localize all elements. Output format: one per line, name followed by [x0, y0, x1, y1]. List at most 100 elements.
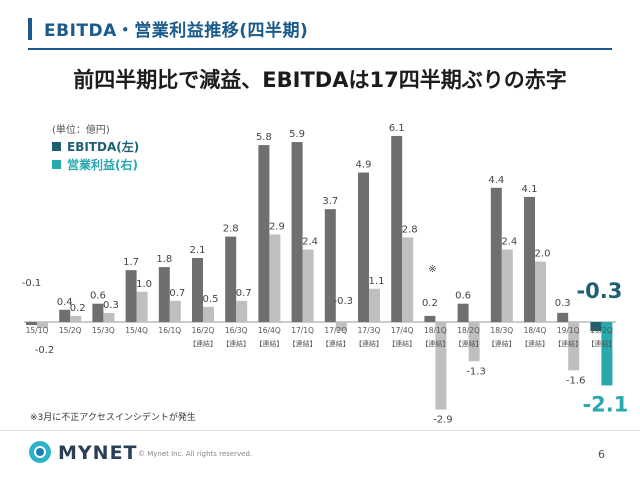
tick-label: 16/4Q — [258, 326, 281, 335]
bar-ebitda — [324, 209, 336, 322]
bar-operating-profit — [203, 306, 214, 322]
bar-ebitda — [26, 322, 37, 326]
data-label-ebitda: 1.8 — [156, 254, 172, 265]
tick-label: 15/2Q — [59, 326, 82, 335]
data-label-ebitda: 2.1 — [190, 245, 206, 256]
bar-operating-profit — [236, 300, 248, 322]
bar-ebitda — [490, 187, 502, 322]
data-label-operating-profit: 2.8 — [402, 224, 418, 235]
bar-ebitda — [59, 309, 71, 322]
data-label-operating-profit: -2.1 — [582, 392, 628, 416]
tick-label: 18/3Q — [490, 326, 513, 335]
bar-ebitda — [125, 270, 137, 322]
bar-operating-profit — [70, 315, 82, 322]
bar-operating-profit — [269, 234, 281, 322]
legend-swatch-ebitda — [52, 141, 61, 151]
tick-sublabel: 【連結】 — [322, 339, 350, 348]
bar-ebitda — [391, 135, 403, 322]
footnote: ※3月に不正アクセスインシデントが発生 — [30, 413, 196, 423]
tick-label: 19/2Q — [590, 326, 613, 335]
tick-label: 15/3Q — [92, 326, 115, 335]
copyright: © Mynet Inc. All rights reserved. — [138, 450, 253, 458]
data-label-ebitda: 4.9 — [356, 160, 372, 171]
tick-sublabel: 【連結】 — [521, 339, 549, 348]
tick-sublabel: 【連結】 — [421, 339, 449, 348]
legend: EBITDA(左) 営業利益(右) — [52, 137, 139, 173]
header-accent-bar — [28, 18, 32, 40]
bar-ebitda — [524, 196, 535, 322]
data-label-ebitda: 0.3 — [555, 298, 571, 309]
tick-sublabel: 【連結】 — [455, 339, 483, 348]
bar-ebitda — [457, 303, 469, 322]
bar-operating-profit — [103, 312, 115, 322]
tick-label: 16/3Q — [225, 326, 248, 335]
data-label-ebitda: 5.9 — [289, 129, 305, 140]
tick-sublabel: 【連結】 — [255, 339, 283, 348]
bar-ebitda — [158, 267, 170, 322]
bar-chart: 15/1Q-0.1-0.215/2Q0.40.215/3Q0.60.315/4Q… — [22, 123, 629, 426]
legend-item-operating-profit: 営業利益(右) — [52, 155, 139, 173]
bar-operating-profit — [501, 249, 513, 322]
data-label-ebitda: 0.6 — [90, 291, 106, 302]
tick-sublabel: 【連結】 — [222, 339, 250, 348]
data-label-operating-profit: -1.3 — [466, 366, 486, 377]
data-label-ebitda: 2.8 — [223, 224, 239, 235]
legend-label-ebitda: EBITDA(左) — [67, 139, 140, 154]
bar-operating-profit — [468, 322, 480, 362]
tick-sublabel: 【連結】 — [587, 339, 615, 348]
bar-ebitda — [192, 257, 203, 322]
data-label-operating-profit: -1.6 — [566, 375, 586, 386]
data-label-operating-profit: 0.5 — [203, 294, 219, 305]
tick-label: 16/2Q — [192, 326, 215, 335]
logo-text: MYNET — [58, 442, 138, 464]
header-divider — [28, 48, 612, 50]
header: EBITDA・営業利益推移(四半期) — [0, 0, 640, 50]
tick-sublabel: 【連結】 — [554, 339, 582, 348]
data-label-ebitda: 6.1 — [389, 123, 405, 134]
tick-label: 18/2Q — [457, 326, 480, 335]
bar-ebitda — [291, 142, 303, 322]
bar-ebitda — [225, 236, 237, 322]
data-label-operating-profit: -2.9 — [433, 415, 453, 426]
data-label-ebitda: 4.1 — [522, 184, 538, 195]
tick-sublabel: 【連結】 — [289, 339, 317, 348]
unit-label: (単位：億円) — [52, 125, 110, 136]
bar-operating-profit — [302, 249, 314, 322]
legend-label-operating-profit: 営業利益(右) — [67, 157, 138, 172]
data-label-operating-profit: 1.1 — [369, 276, 385, 287]
tick-label: 17/3Q — [358, 326, 381, 335]
bar-operating-profit — [402, 237, 414, 322]
bar-operating-profit — [568, 322, 580, 371]
tick-label: 15/4Q — [125, 326, 148, 335]
bar-ebitda — [92, 303, 104, 322]
data-label-operating-profit: 1.0 — [136, 279, 152, 290]
bar-operating-profit — [335, 322, 347, 332]
data-label-operating-profit: 0.3 — [103, 300, 119, 311]
legend-swatch-operating-profit — [52, 159, 61, 169]
bar-operating-profit — [369, 288, 380, 322]
bar-operating-profit — [169, 300, 181, 322]
bar-ebitda — [358, 172, 369, 322]
legend-item-ebitda: EBITDA(左) — [52, 137, 139, 155]
bar-operating-profit — [136, 291, 148, 322]
tick-label: 17/1Q — [291, 326, 314, 335]
data-label-ebitda: 4.4 — [488, 175, 504, 186]
tick-sublabel: 【連結】 — [488, 339, 516, 348]
bar-ebitda — [258, 145, 270, 322]
data-label-ebitda: 5.8 — [256, 132, 272, 143]
data-label-operating-profit: 2.0 — [535, 249, 551, 260]
page-number: 6 — [598, 448, 605, 461]
mynet-logo-icon — [29, 441, 51, 463]
data-label-ebitda: 0.6 — [455, 291, 471, 302]
data-label-ebitda: -0.3 — [576, 279, 622, 303]
annotation-mark: ※ — [428, 264, 436, 275]
data-label-operating-profit: -0.3 — [334, 296, 354, 307]
bar-operating-profit — [37, 322, 48, 329]
data-label-operating-profit: -0.2 — [35, 345, 55, 356]
data-label-ebitda: 0.2 — [422, 298, 438, 309]
tick-label: 18/1Q — [424, 326, 447, 335]
data-label-ebitda: 1.7 — [123, 257, 139, 268]
bar-operating-profit — [535, 261, 546, 322]
tick-label: 17/2Q — [324, 326, 347, 335]
page-title: EBITDA・営業利益推移(四半期) — [44, 21, 309, 41]
